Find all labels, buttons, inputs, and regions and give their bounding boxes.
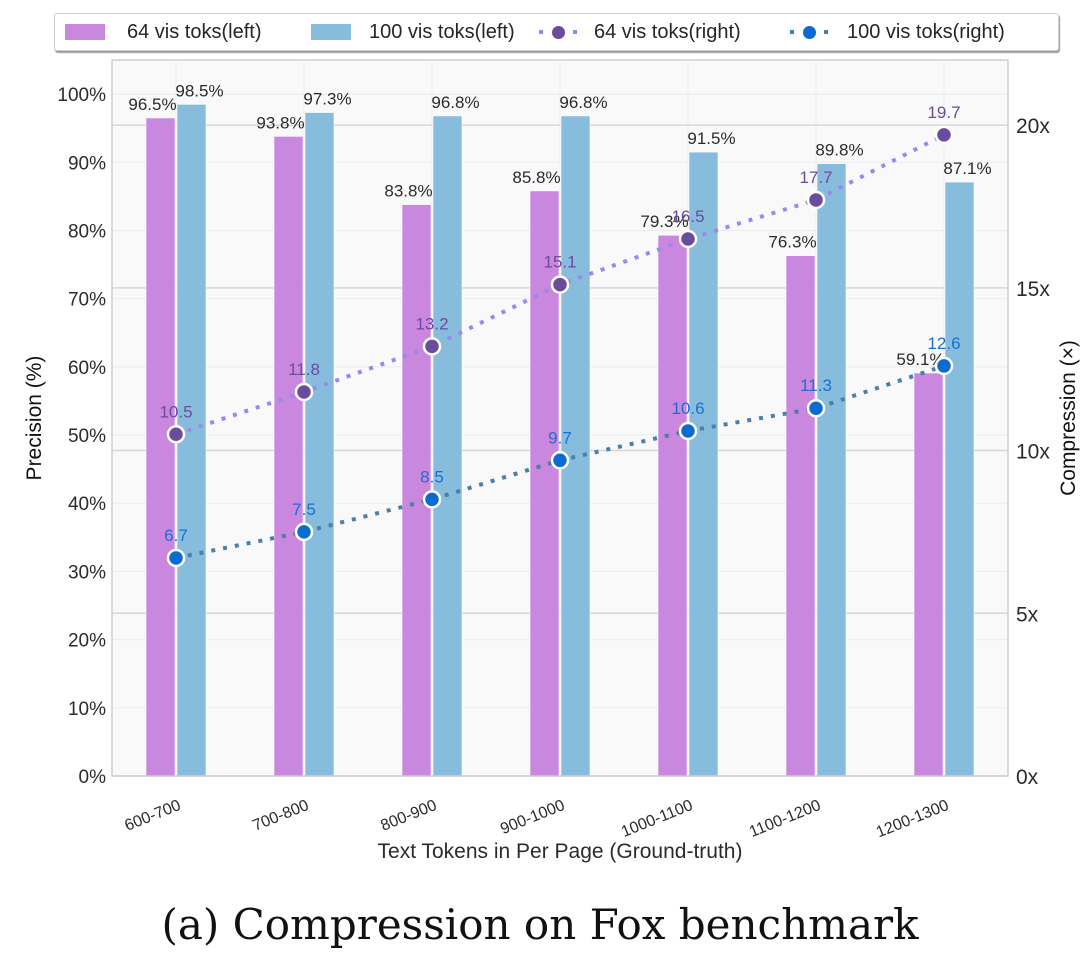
point-value-label: 11.3 [800, 376, 832, 395]
y-tick-label-left: 20% [68, 631, 106, 652]
point-value-label: 16.5 [671, 207, 704, 226]
bar-value-label: 79.3% [640, 212, 688, 231]
series-marker [166, 425, 186, 444]
legend-swatch-100-left [311, 24, 351, 40]
legend-label: 100 vis toks(right) [847, 20, 1005, 43]
y-tick-label-right: 0x [1016, 766, 1039, 789]
y-axis-label-right: Compression (×) [1057, 340, 1080, 496]
legend: 64 vis toks(left) 100 vis toks(left) 64 … [54, 13, 1059, 51]
bar-value-label: 85.8% [512, 168, 560, 187]
bar [273, 136, 304, 777]
legend-item-100-right: 100 vis toks(right) [788, 21, 1005, 44]
point-value-label: 8.5 [420, 467, 444, 486]
bar [145, 117, 176, 777]
point-value-label: 12.6 [927, 334, 960, 353]
y-tick-label-right: 10x [1016, 441, 1050, 464]
series-marker [422, 337, 442, 356]
point-value-label: 10.5 [159, 402, 192, 421]
point-value-label: 10.6 [671, 399, 704, 418]
series-marker [678, 421, 698, 441]
point-value-label: 7.5 [292, 500, 316, 519]
bar-value-label: 97.3% [303, 90, 351, 109]
y-tick-label-left: 70% [68, 290, 106, 311]
legend-item-64-right: 64 vis toks(right) [537, 21, 741, 44]
bar-value-label: 96.8% [431, 93, 479, 112]
bar-value-label: 59.1% [896, 350, 944, 369]
point-value-label: 13.2 [415, 314, 448, 333]
point-value-label: 15.1 [543, 253, 576, 272]
point-value-label: 19.7 [927, 103, 960, 122]
bar [688, 151, 719, 777]
y-tick-label-right: 20x [1016, 115, 1050, 138]
y-tick-label-left: 100% [57, 85, 106, 106]
series-marker [550, 451, 570, 470]
series-marker [678, 229, 698, 249]
legend-label: 64 vis toks(right) [594, 20, 741, 43]
bar-value-label: 93.8% [256, 113, 304, 132]
bar-value-label: 76.3% [768, 233, 816, 252]
y-tick-label-right: 5x [1016, 603, 1039, 626]
legend-item-100-left: 100 vis toks(left) [311, 21, 515, 44]
bar [944, 181, 975, 777]
figure-caption: (a) Compression on Fox benchmark [161, 900, 919, 949]
bar [657, 234, 688, 777]
y-tick-label-left: 80% [68, 221, 106, 242]
legend-label: 64 vis toks(left) [127, 20, 262, 43]
x-tick-label: 1200-1300 [874, 797, 951, 841]
y-tick-label-left: 40% [68, 494, 106, 515]
x-tick-label: 600-700 [122, 797, 183, 835]
y-tick-label-left: 30% [68, 562, 106, 583]
x-tick-label: 800-900 [378, 797, 439, 835]
series-marker [934, 356, 954, 376]
legend-swatch-64-right [537, 24, 581, 40]
bar-value-label: 96.8% [559, 93, 607, 112]
bar-value-label: 87.1% [943, 159, 991, 178]
bar [785, 255, 816, 777]
series-marker [934, 125, 954, 145]
series-marker [294, 382, 314, 402]
bar [816, 163, 847, 777]
y-tick-label-left: 90% [68, 153, 106, 174]
x-tick-label: 1100-1200 [747, 797, 823, 841]
point-value-label: 6.7 [164, 526, 188, 545]
bar-value-label: 91.5% [687, 129, 735, 148]
legend-item-64-left: 64 vis toks(left) [65, 21, 261, 44]
point-value-label: 17.7 [799, 168, 832, 187]
series-marker [166, 548, 186, 568]
y-axis-label-left: Precision (%) [23, 356, 46, 481]
series-marker [422, 490, 442, 509]
bar [913, 372, 944, 777]
x-tick-label: 700-800 [250, 797, 311, 835]
legend-swatch-100-right [788, 24, 832, 40]
bar [304, 112, 335, 777]
bar-value-label: 96.5% [128, 95, 176, 114]
y-tick-label-left: 0% [79, 767, 107, 788]
plot-frame [111, 59, 1009, 777]
x-tick-label: 900-1000 [498, 797, 567, 838]
bar-value-label: 83.8% [384, 182, 432, 201]
point-value-label: 9.7 [548, 428, 572, 447]
y-tick-label-right: 15x [1016, 278, 1050, 301]
bar-value-label: 89.8% [815, 141, 863, 160]
series-marker [806, 190, 826, 210]
bar [401, 204, 432, 777]
series-marker [550, 275, 570, 294]
point-value-label: 11.8 [288, 360, 320, 379]
series-marker [294, 522, 314, 542]
x-axis-label: Text Tokens in Per Page (Ground-truth) [378, 840, 743, 863]
bar-value-label: 98.5% [175, 81, 223, 100]
bar [432, 115, 463, 777]
series-marker [806, 398, 826, 418]
y-tick-label-left: 60% [68, 358, 106, 379]
legend-label: 100 vis toks(left) [369, 20, 515, 43]
x-tick-label: 1000-1100 [619, 797, 695, 841]
y-tick-label-left: 10% [68, 699, 106, 720]
y-tick-label-left: 50% [68, 426, 106, 447]
legend-swatch-64-left [65, 24, 105, 40]
